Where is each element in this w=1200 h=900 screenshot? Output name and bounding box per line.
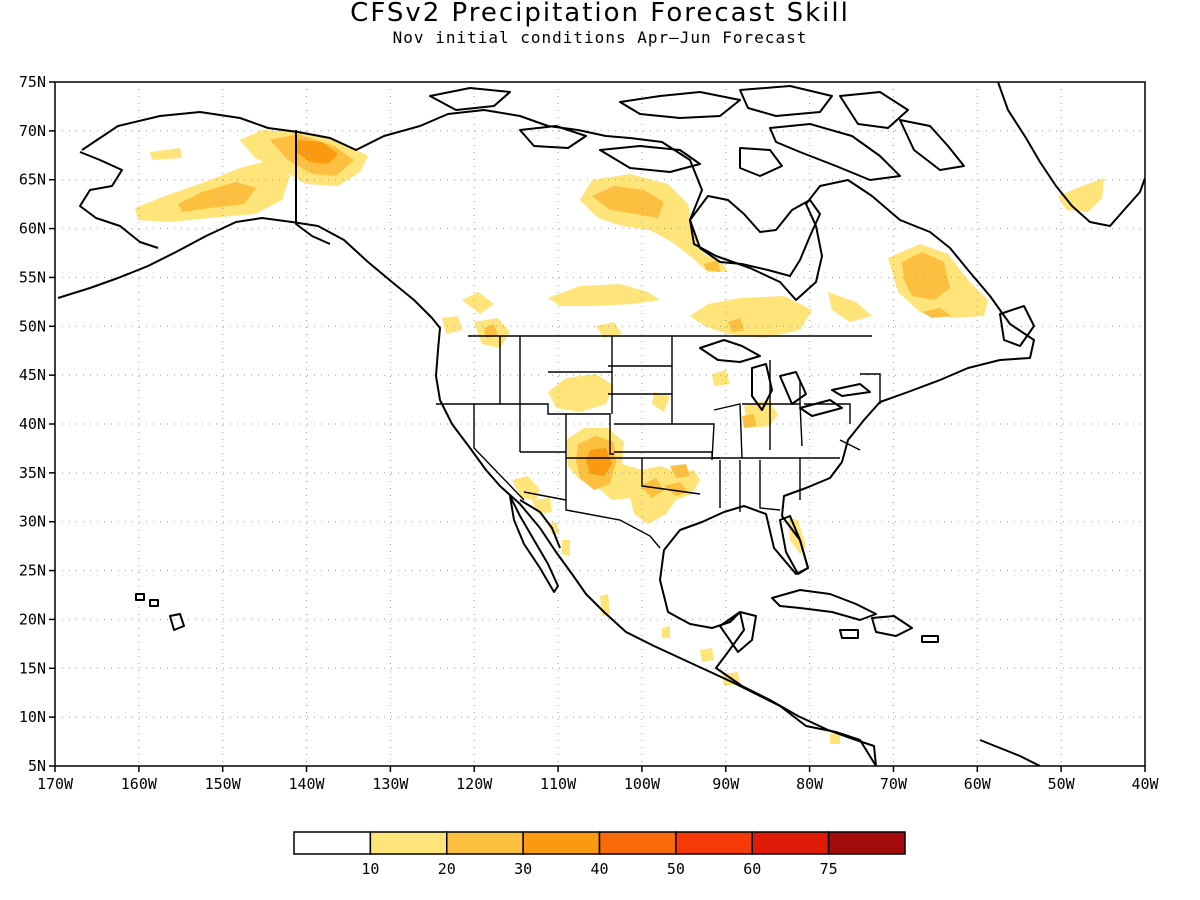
lon-tick-label: 150W xyxy=(205,775,242,793)
skill-10-20-areas xyxy=(135,130,1104,744)
legend-label: 10 xyxy=(361,860,379,878)
lat-tick-label: 5N xyxy=(28,757,46,775)
lon-tick-label: 130W xyxy=(372,775,409,793)
political-borders xyxy=(436,335,881,549)
lat-tick-label: 40N xyxy=(19,415,46,433)
lat-tick-label: 60N xyxy=(19,220,46,238)
lat-tick-label: 30N xyxy=(19,513,46,531)
coastlines xyxy=(57,82,1145,766)
longitude-axis: 170W 160W 150W 140W 130W 120W 110W 100W 90W 80W 70… xyxy=(37,766,1160,793)
lon-tick-label: 140W xyxy=(288,775,325,793)
legend-label: 40 xyxy=(590,860,608,878)
legend-swatch xyxy=(369,831,448,855)
legend-label: 20 xyxy=(438,860,456,878)
skill-20-30-areas xyxy=(178,134,952,498)
lon-tick-label: 110W xyxy=(540,775,577,793)
legend-swatch xyxy=(598,831,677,855)
lat-tick-label: 65N xyxy=(19,171,46,189)
lon-tick-label: 60W xyxy=(964,775,992,793)
legend-swatch xyxy=(446,831,524,855)
legend-label: 60 xyxy=(743,860,761,878)
lat-tick-label: 75N xyxy=(19,73,46,91)
lon-tick-label: 90W xyxy=(712,775,740,793)
latitude-axis: 75N 70N 65N 60N 55N 50N 45N 40N 35N 30N 25N 20N 15N 1… xyxy=(19,73,55,775)
map-title: CFSv2 Precipitation Forecast Skill xyxy=(350,0,850,28)
legend-swatch xyxy=(675,831,753,855)
legend-swatch xyxy=(293,831,372,855)
lon-tick-label: 160W xyxy=(121,775,158,793)
lat-tick-label: 25N xyxy=(19,562,46,580)
legend-label: 50 xyxy=(667,860,685,878)
lat-tick-label: 55N xyxy=(19,268,46,286)
lon-tick-label: 50W xyxy=(1048,775,1076,793)
lat-tick-label: 15N xyxy=(19,659,46,677)
lon-tick-label: 100W xyxy=(624,775,661,793)
map-subtitle: Nov initial conditions Apr–Jun Forecast xyxy=(392,28,808,47)
legend-swatch xyxy=(522,831,601,855)
lat-tick-label: 50N xyxy=(19,317,46,335)
lon-tick-label: 170W xyxy=(37,775,74,793)
lat-tick-label: 70N xyxy=(19,122,46,140)
skill-shading xyxy=(135,130,1104,744)
lon-tick-label: 80W xyxy=(796,775,824,793)
legend-label: 75 xyxy=(820,860,838,878)
lat-tick-label: 45N xyxy=(19,366,46,384)
lon-tick-label: 120W xyxy=(456,775,493,793)
legend-label: 30 xyxy=(514,860,532,878)
lat-tick-label: 35N xyxy=(19,464,46,482)
lon-tick-label: 40W xyxy=(1131,775,1159,793)
lon-tick-label: 70W xyxy=(880,775,908,793)
lat-tick-label: 20N xyxy=(19,610,46,628)
lat-tick-label: 10N xyxy=(19,708,46,726)
legend-swatch xyxy=(751,831,830,855)
legend-swatch xyxy=(827,831,906,855)
skill-color-legend: 10 20 30 40 50 60 75 xyxy=(293,831,906,878)
